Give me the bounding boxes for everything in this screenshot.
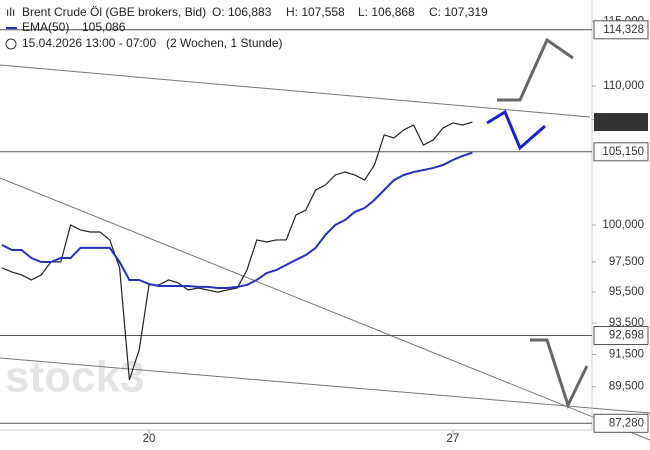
date: 15.04.2026 13:00 - 07:00 [22, 36, 156, 50]
current-price-label: 107,319 [602, 116, 644, 128]
level-box [593, 413, 649, 433]
y-tick-label: 91,500 [609, 349, 644, 361]
ema-line [1, 151, 473, 289]
projection-arrow [530, 338, 589, 410]
y-tick-label: 95,500 [609, 286, 644, 298]
level-label: 114,328 [603, 24, 644, 36]
clock-icon [5, 38, 17, 50]
title: Brent Crude Öl (GBE brokers, Bid) [22, 5, 206, 19]
level-label: 105,150 [602, 146, 644, 158]
trend-line [0, 357, 650, 414]
projection-arrow [497, 37, 574, 102]
trend-line [0, 177, 650, 441]
ohlc: O: 106,883 H: 107,558 L: 106,868 C: 107,319 [212, 5, 488, 19]
y-tick-label: 89,500 [609, 381, 644, 393]
price-line [1, 121, 473, 381]
ohlc-value: C: 107,319 [429, 5, 488, 19]
current-price-box [594, 113, 648, 132]
y-tick-label: 100,000 [602, 219, 644, 231]
legend-label: EMA(50) [22, 20, 69, 34]
level-label: 92,698 [609, 330, 644, 342]
projection-arrow [486, 109, 546, 151]
ohlc-value: O: 106,883 [212, 5, 272, 19]
level-box [593, 326, 649, 346]
level-label: 87,280 [609, 417, 644, 429]
legend-value: 105,086 [82, 20, 126, 34]
x-tick-label: 27 [446, 433, 459, 445]
ohlc-value: H: 107,558 [286, 5, 345, 19]
y-tick-label: 97,500 [609, 256, 644, 268]
trend-line [0, 64, 591, 118]
y-tick-label: 110,000 [603, 80, 644, 92]
period: (2 Wochen, 1 Stunde) [166, 36, 283, 50]
ohlc-value: L: 106,868 [358, 5, 415, 19]
plot: 115,000110,000107,500100,00097,50095,500… [0, 15, 649, 445]
y-tick-label: 93,500 [609, 317, 644, 329]
level-box [593, 20, 649, 40]
chart-icon: ılı [6, 5, 15, 19]
x-tick-label: 20 [143, 433, 156, 445]
level-box [593, 142, 649, 162]
